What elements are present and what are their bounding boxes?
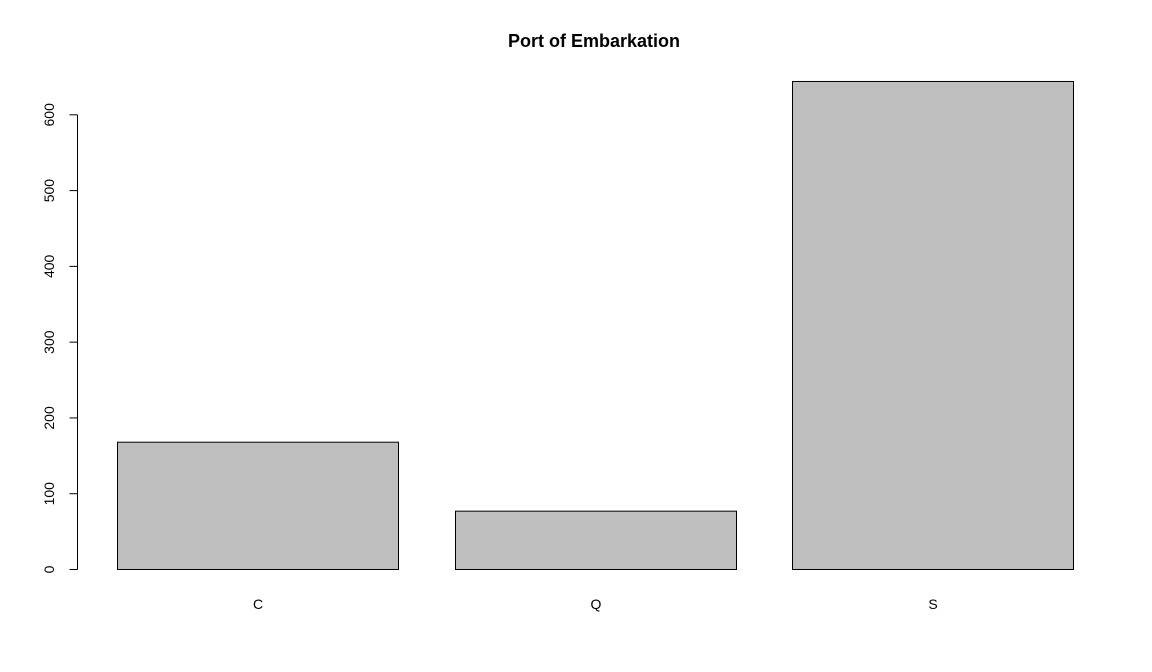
bar-c [117,441,399,571]
y-tick-label: 300 [41,330,57,354]
chart-title: Port of Embarkation [508,31,680,51]
x-tick-label: S [928,596,937,612]
y-tick-label: 500 [41,179,57,203]
y-tick-label: 100 [41,482,57,506]
bar-q [455,510,737,571]
x-tick-label: C [253,596,263,612]
x-tick-label: Q [591,596,602,612]
y-tick-label: 0 [41,565,57,573]
y-tick-label: 400 [41,254,57,278]
bar-s [792,80,1074,570]
y-axis: 0 100 200 300 400 500 600 [41,103,78,573]
y-tick-label: 600 [41,103,57,127]
bars-group [117,80,1074,571]
y-tick-label: 200 [41,406,57,430]
